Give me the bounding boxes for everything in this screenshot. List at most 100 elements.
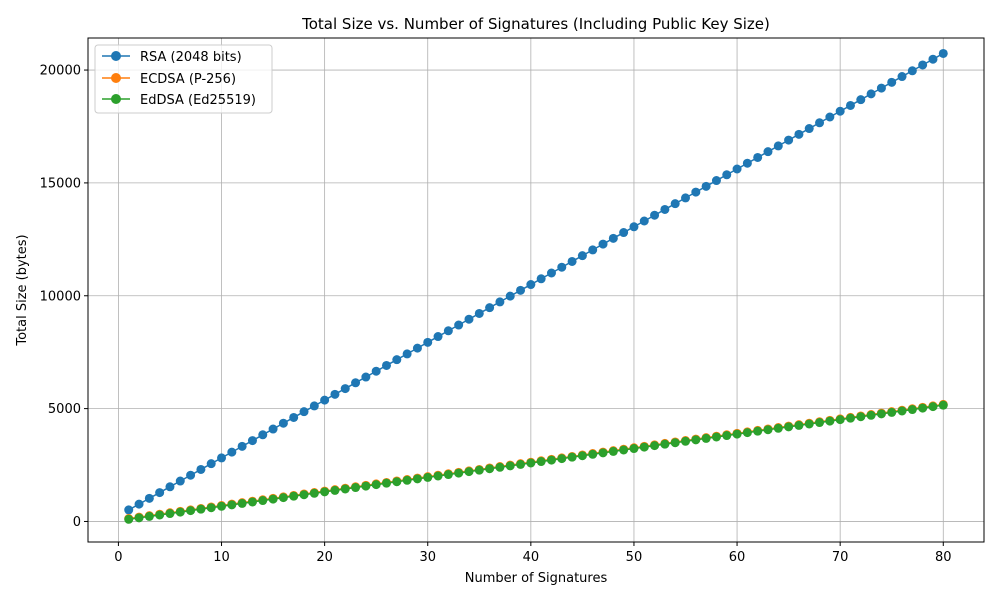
- legend-label-ecdsa: ECDSA (P-256): [140, 72, 236, 87]
- data-point: [938, 48, 948, 58]
- data-point: [371, 480, 381, 490]
- data-point: [619, 228, 629, 238]
- data-point: [464, 467, 474, 477]
- data-point: [433, 332, 443, 342]
- data-point: [701, 181, 711, 191]
- data-point: [598, 448, 608, 458]
- data-point: [258, 496, 268, 506]
- data-point: [711, 176, 721, 186]
- data-point: [423, 472, 433, 482]
- data-point: [485, 303, 495, 313]
- data-point: [815, 118, 825, 128]
- data-point: [918, 60, 928, 70]
- data-point: [670, 199, 680, 209]
- data-point: [629, 222, 639, 232]
- x-tick-label: 70: [832, 550, 849, 565]
- data-point: [845, 413, 855, 423]
- data-point: [887, 77, 897, 87]
- data-point: [330, 389, 340, 399]
- data-point: [866, 89, 876, 99]
- data-point: [412, 343, 422, 353]
- legend-marker-eddsa: [111, 94, 121, 104]
- data-point: [619, 445, 629, 455]
- data-point: [361, 372, 371, 382]
- data-point: [526, 280, 536, 290]
- data-point: [206, 503, 216, 513]
- data-point: [175, 507, 185, 517]
- y-tick-label: 10000: [40, 289, 81, 304]
- data-point: [320, 487, 330, 497]
- data-point: [536, 274, 546, 284]
- data-point: [639, 442, 649, 452]
- data-point: [804, 419, 814, 429]
- data-point: [784, 422, 794, 432]
- data-point: [278, 418, 288, 428]
- data-point: [485, 464, 495, 474]
- y-tick-label: 15000: [40, 176, 81, 191]
- data-point: [433, 471, 443, 481]
- data-point: [237, 498, 247, 508]
- data-point: [134, 513, 144, 523]
- data-point: [588, 449, 598, 459]
- data-point: [876, 83, 886, 93]
- data-point: [577, 451, 587, 461]
- data-point: [392, 477, 402, 487]
- data-point: [454, 320, 464, 330]
- data-point: [815, 418, 825, 428]
- data-point: [309, 488, 319, 498]
- data-point: [825, 112, 835, 122]
- data-point: [711, 432, 721, 442]
- plot-frame: [87, 37, 985, 543]
- data-point: [928, 54, 938, 64]
- x-tick-label: 80: [935, 550, 952, 565]
- data-point: [144, 493, 154, 503]
- data-point: [516, 459, 526, 469]
- data-point: [351, 483, 361, 493]
- data-point: [763, 147, 773, 157]
- data-point: [237, 441, 247, 451]
- series-0: [124, 48, 948, 515]
- data-point: [495, 297, 505, 307]
- data-point: [907, 405, 917, 415]
- data-point: [165, 482, 175, 492]
- data-point: [773, 141, 783, 151]
- data-point: [938, 400, 948, 410]
- data-point: [794, 420, 804, 430]
- data-point: [155, 488, 165, 498]
- data-point: [247, 497, 257, 507]
- data-point: [320, 395, 330, 405]
- data-point: [691, 435, 701, 445]
- data-point: [856, 95, 866, 105]
- data-point: [299, 490, 309, 500]
- x-tick-label: 20: [316, 550, 333, 565]
- data-point: [217, 501, 227, 511]
- data-point: [742, 158, 752, 168]
- data-point: [650, 441, 660, 451]
- data-point: [289, 491, 299, 501]
- chart-title: Total Size vs. Number of Signatures (Inc…: [301, 15, 770, 33]
- series-layer: [124, 48, 948, 524]
- data-point: [196, 504, 206, 514]
- data-point: [753, 426, 763, 436]
- data-point: [299, 407, 309, 417]
- data-point: [340, 484, 350, 494]
- data-point: [516, 285, 526, 295]
- data-point: [722, 170, 732, 180]
- data-point: [186, 470, 196, 480]
- data-point: [134, 499, 144, 509]
- data-point: [660, 439, 670, 449]
- data-point: [454, 468, 464, 478]
- data-point: [660, 204, 670, 214]
- data-point: [876, 409, 886, 419]
- data-point: [753, 152, 763, 162]
- data-point: [258, 430, 268, 440]
- data-point: [598, 239, 608, 249]
- data-point: [557, 262, 567, 272]
- data-point: [742, 428, 752, 438]
- data-point: [845, 100, 855, 110]
- data-point: [206, 459, 216, 469]
- data-point: [412, 474, 422, 484]
- legend-box: [94, 44, 273, 114]
- data-point: [155, 510, 165, 520]
- y-tick-label: 20000: [40, 64, 81, 79]
